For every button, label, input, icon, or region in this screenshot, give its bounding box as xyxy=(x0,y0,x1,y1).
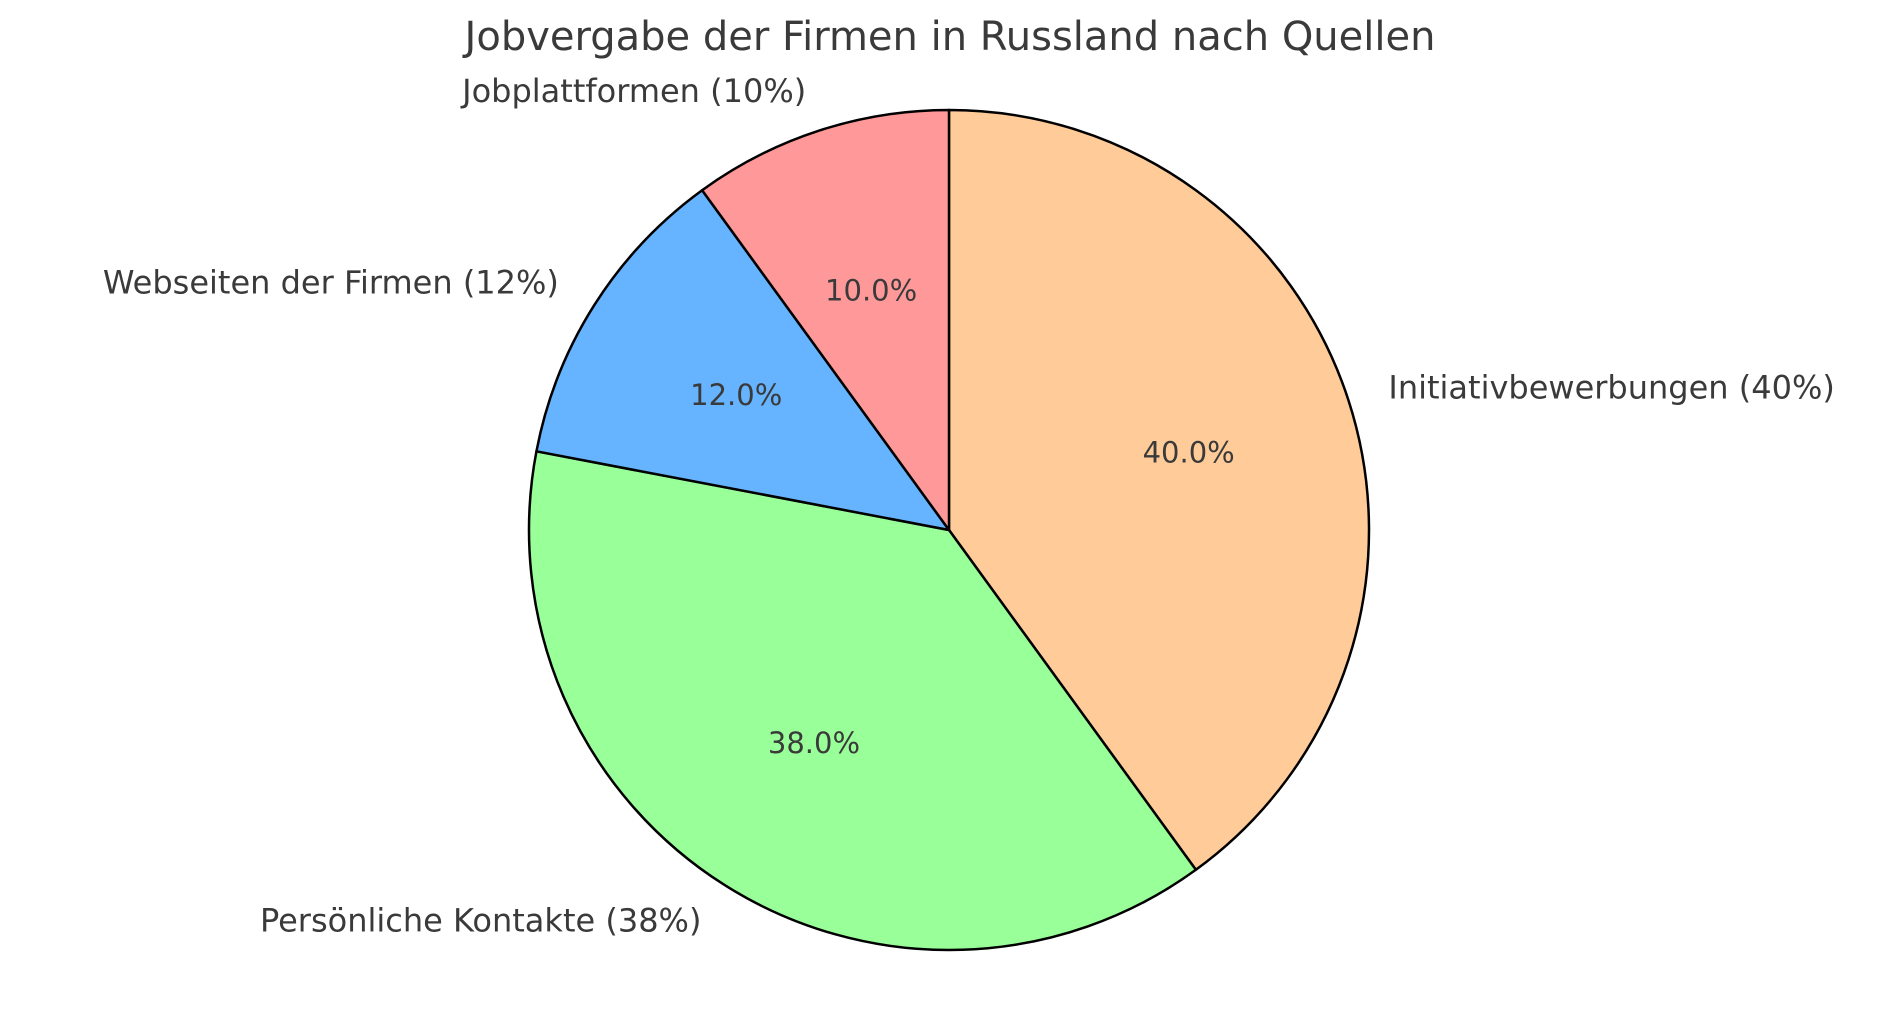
pie-slice-initiativbewerbungen xyxy=(947,108,1371,872)
pie-pct-label-persoenliche-kontakte: 38.0% xyxy=(768,726,860,760)
pie-slice-jobplattformen xyxy=(700,108,951,532)
pie-label-persoenliche-kontakte: Persönliche Kontakte (38%) xyxy=(260,901,701,939)
pie-slices-group xyxy=(527,108,1371,952)
pie-slice-webseiten-der-firmen xyxy=(535,188,951,532)
pie-pct-label-webseiten-der-firmen: 12.0% xyxy=(690,378,782,412)
pie-pct-label-initiativbewerbungen: 40.0% xyxy=(1143,435,1235,469)
pie-label-webseiten-der-firmen: Webseiten der Firmen (12%) xyxy=(103,264,559,302)
pie-label-initiativbewerbungen: Initiativbewerbungen (40%) xyxy=(1388,368,1834,406)
pie-slice-persoenliche-kontakte xyxy=(527,450,1198,952)
chart-title: Jobvergabe der Firmen in Russland nach Q… xyxy=(462,14,1436,60)
pie-pct-label-jobplattformen: 10.0% xyxy=(825,273,917,307)
pie-labels-group: 40.0% Initiativbewerbungen (40%) 38.0% Pers… xyxy=(103,72,1835,939)
pie-label-jobplattformen: Jobplattformen (10%) xyxy=(460,72,806,110)
